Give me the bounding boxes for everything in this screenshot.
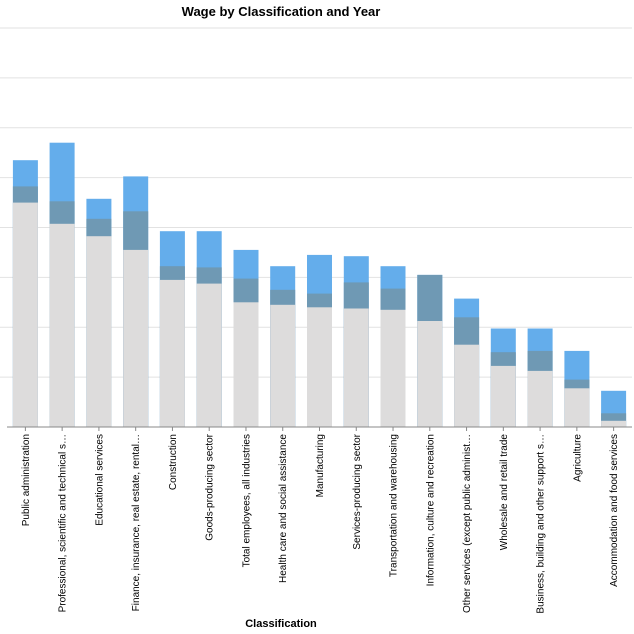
x-tick-label: Information, culture and recreation	[425, 434, 436, 586]
bars	[12, 142, 627, 427]
bar	[12, 202, 38, 427]
x-tick-label: Agriculture	[572, 434, 583, 482]
bar	[233, 302, 259, 427]
x-tick-label: Educational services	[94, 434, 105, 526]
x-tick-labels: Public administration Professional, scien…	[21, 427, 620, 614]
bar	[564, 388, 590, 427]
x-axis-label: Classification	[245, 618, 317, 630]
x-tick-label: Construction	[168, 434, 179, 490]
x-tick-label: Wholesale and retail trade	[499, 434, 510, 551]
bar	[307, 307, 332, 427]
bar	[527, 370, 553, 427]
bar	[86, 236, 112, 427]
bar	[270, 304, 296, 427]
x-tick-label: Other services (except public administ…	[462, 434, 473, 613]
bar	[490, 365, 516, 427]
chart-title: Wage by Classification and Year	[182, 4, 381, 19]
x-tick-label: Transportation and warehousing	[389, 434, 400, 577]
x-tick-label: Services-producing sector	[352, 433, 363, 549]
x-tick-label: Goods-producing sector	[205, 433, 216, 540]
bar	[343, 308, 369, 427]
bar	[49, 223, 75, 427]
bar	[380, 309, 406, 427]
bar	[417, 321, 443, 427]
x-tick-label: Professional, scientific and technical s…	[58, 434, 69, 612]
bar	[123, 249, 149, 427]
x-tick-label: Public administration	[21, 434, 32, 526]
bar	[601, 420, 627, 427]
x-tick-label: Business, building and other support s…	[536, 434, 547, 614]
bar	[454, 344, 480, 427]
x-tick-label: Health care and social assistance	[278, 434, 289, 583]
bar	[159, 279, 185, 427]
x-tick-label: Manufacturing	[315, 434, 326, 497]
x-tick-label: Finance, insurance, real estate, rental…	[131, 434, 142, 611]
x-tick-label: Accommodation and food services	[609, 434, 620, 587]
x-tick-label: Total employees, all industries	[241, 434, 252, 567]
bar	[196, 283, 222, 427]
